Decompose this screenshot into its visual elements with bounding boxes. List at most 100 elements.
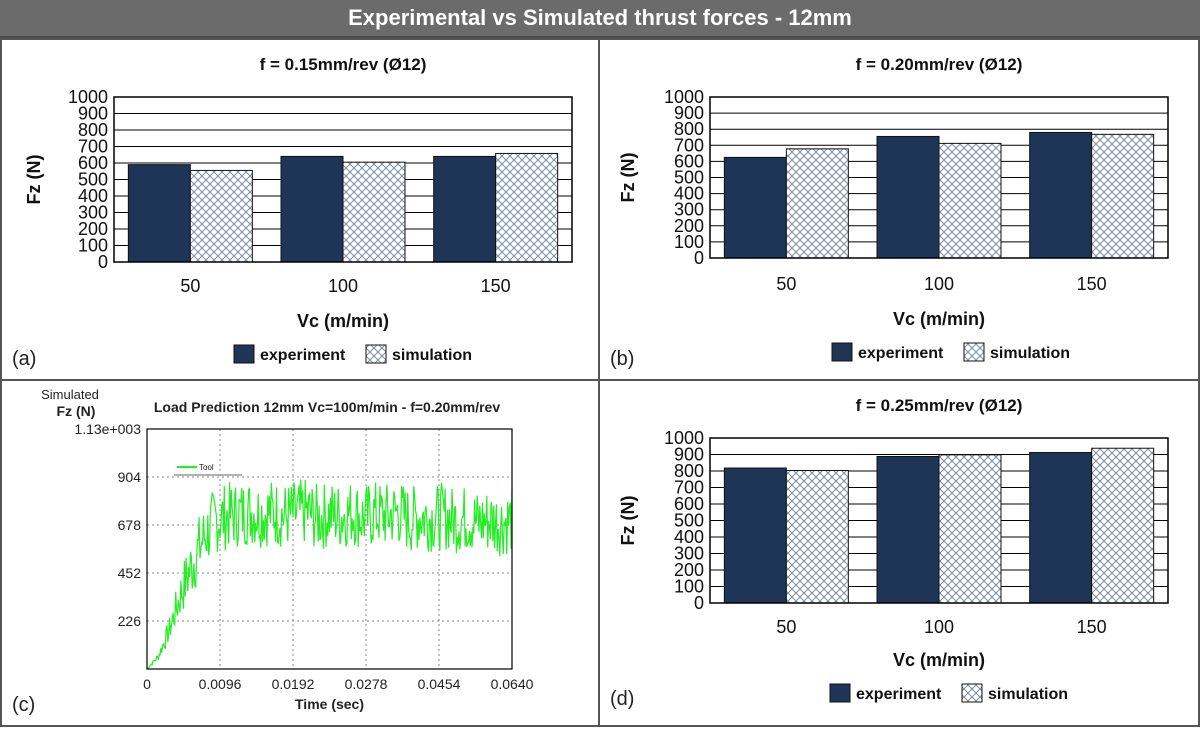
- x-axis-label: Time (sec): [295, 696, 364, 712]
- legend-label-simulation: simulation: [990, 345, 1070, 362]
- y-tick-label: 1000: [664, 87, 704, 107]
- y-tick-label: 1.13e+003: [74, 421, 141, 437]
- bar-experiment: [876, 135, 940, 259]
- panel-d: f = 0.25mm/rev (Ø12) 0 100 200 300 400 500 600 7…: [598, 379, 1200, 727]
- y-axis-label: Fz (N): [24, 155, 44, 205]
- y-tick-label: 100: [674, 577, 704, 597]
- bar-experiment: [1029, 131, 1093, 259]
- legend-label-simulation: simulation: [392, 347, 472, 364]
- y-tick-label: 600: [78, 153, 108, 173]
- series-line-tool: [146, 479, 513, 670]
- y-tick-label: 100: [674, 232, 704, 252]
- legend-swatch-experiment: [233, 344, 255, 364]
- x-tick-label: 150: [1077, 274, 1107, 294]
- x-tick-label: 50: [776, 274, 796, 294]
- x-tick-label: 0.0278: [345, 676, 388, 692]
- panel-label: (d): [610, 688, 634, 710]
- y-tick-label: 200: [674, 216, 704, 236]
- y-axis-label-line1: Simulated: [41, 387, 99, 402]
- bar-experiment: [433, 155, 497, 263]
- y-axis-label: Fz (N): [57, 403, 96, 419]
- y-tick-label: 452: [118, 565, 142, 581]
- legend-swatch-simulation: [961, 683, 983, 703]
- y-tick-label: 500: [674, 168, 704, 188]
- plot-frame: [709, 96, 1169, 259]
- y-tick-label: 300: [674, 200, 704, 220]
- plot-frame: [146, 428, 513, 670]
- chart-title: f = 0.25mm/rev (Ø12): [856, 396, 1023, 415]
- bar-simulation: [1091, 447, 1155, 604]
- x-axis-label: Vc (m/min): [893, 309, 985, 329]
- y-tick-label: 800: [674, 119, 704, 139]
- bar-experiment: [127, 164, 191, 263]
- x-tick-label: 100: [924, 617, 954, 637]
- y-axis-label: Fz (N): [618, 496, 638, 546]
- panel-label: (a): [12, 348, 36, 370]
- bar-experiment: [723, 156, 787, 259]
- panel-b: f = 0.20mm/rev (Ø12) 0 100 200 300 400 500 600 7…: [598, 38, 1200, 381]
- y-tick-label: 500: [78, 170, 108, 190]
- y-tick-label: 226: [118, 613, 142, 629]
- legend-label-simulation: simulation: [988, 686, 1068, 703]
- bar-simulation: [785, 470, 849, 604]
- x-tick-label: 100: [328, 276, 358, 296]
- bar-simulation: [938, 142, 1002, 259]
- bar-simulation: [342, 161, 406, 263]
- chart-d: f = 0.25mm/rev (Ø12)01002003004005006007…: [610, 396, 1169, 710]
- y-tick-label: 400: [78, 186, 108, 206]
- chart-a: f = 0.15mm/rev (Ø12)01002003004005006007…: [12, 55, 573, 370]
- x-axis-label: Vc (m/min): [297, 311, 389, 331]
- figure-banner: Experimental vs Simulated thrust forces …: [0, 0, 1200, 38]
- chart-b: f = 0.20mm/rev (Ø12)01002003004005006007…: [610, 55, 1169, 370]
- bar-experiment: [876, 455, 940, 604]
- y-tick-label: 300: [674, 544, 704, 564]
- panel-label: (b): [610, 348, 634, 370]
- y-tick-label: 0: [98, 252, 108, 272]
- y-axis-label: Fz (N): [618, 153, 638, 203]
- x-tick-label: 0.0640: [491, 676, 534, 692]
- bar-simulation: [1091, 133, 1155, 259]
- y-tick-label: 100: [78, 236, 108, 256]
- legend-label-experiment: experiment: [856, 686, 942, 703]
- y-tick-label: 700: [78, 137, 108, 157]
- y-tick-label: 800: [78, 120, 108, 140]
- x-tick-label: 150: [481, 276, 511, 296]
- plot-frame: [113, 96, 573, 263]
- legend-swatch-experiment: [829, 683, 851, 703]
- y-tick-label: 900: [674, 445, 704, 465]
- y-tick-label: 900: [78, 104, 108, 124]
- y-tick-label: 200: [78, 219, 108, 239]
- y-tick-label: 400: [674, 184, 704, 204]
- bar-simulation: [189, 169, 253, 263]
- chart-title: f = 0.20mm/rev (Ø12): [856, 55, 1023, 74]
- y-tick-label: 1000: [664, 428, 704, 448]
- y-tick-label: 600: [674, 494, 704, 514]
- y-tick-label: 800: [674, 461, 704, 481]
- y-tick-label: 600: [674, 151, 704, 171]
- y-tick-label: 200: [674, 560, 704, 580]
- y-tick-label: 0: [694, 248, 704, 268]
- y-tick-label: 678: [118, 517, 142, 533]
- panel-a: f = 0.15mm/rev (Ø12) 0 100 200 300 400 500 600 7…: [0, 38, 600, 381]
- y-tick-label: 0: [694, 593, 704, 613]
- bar-experiment: [723, 467, 787, 604]
- y-tick-label: 700: [674, 478, 704, 498]
- bar-experiment: [1029, 452, 1093, 604]
- y-tick-label: 700: [674, 135, 704, 155]
- chart-title: Load Prediction 12mm Vc=100m/min - f=0.2…: [154, 399, 500, 415]
- bar-simulation: [785, 148, 849, 259]
- plot-frame: [709, 437, 1169, 604]
- x-tick-label: 0.0192: [272, 676, 315, 692]
- x-tick-label: 100: [924, 274, 954, 294]
- legend-label-experiment: experiment: [260, 347, 346, 364]
- legend-label-tool: Tool: [199, 463, 214, 472]
- legend-swatch-experiment: [831, 342, 853, 362]
- y-tick-label: 900: [674, 103, 704, 123]
- x-tick-label: 150: [1077, 617, 1107, 637]
- figure-title: Experimental vs Simulated thrust forces …: [348, 5, 852, 30]
- legend-swatch-simulation: [365, 344, 387, 364]
- x-tick-label: 0.0096: [199, 676, 242, 692]
- x-axis-label: Vc (m/min): [893, 650, 985, 670]
